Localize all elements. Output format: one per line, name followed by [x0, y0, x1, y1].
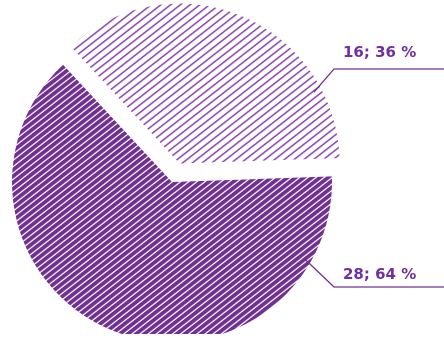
data-label-2: 28; 64 %	[343, 265, 416, 283]
leader-line-1	[313, 68, 444, 93]
labels-layer: 16; 36 % 28; 64 %	[303, 43, 444, 288]
pie-slice-1	[70, 3, 340, 164]
data-label-1: 16; 36 %	[343, 43, 416, 61]
pie-slice-2	[12, 64, 332, 338]
slices-layer	[12, 3, 340, 338]
leader-line-2	[303, 257, 444, 288]
